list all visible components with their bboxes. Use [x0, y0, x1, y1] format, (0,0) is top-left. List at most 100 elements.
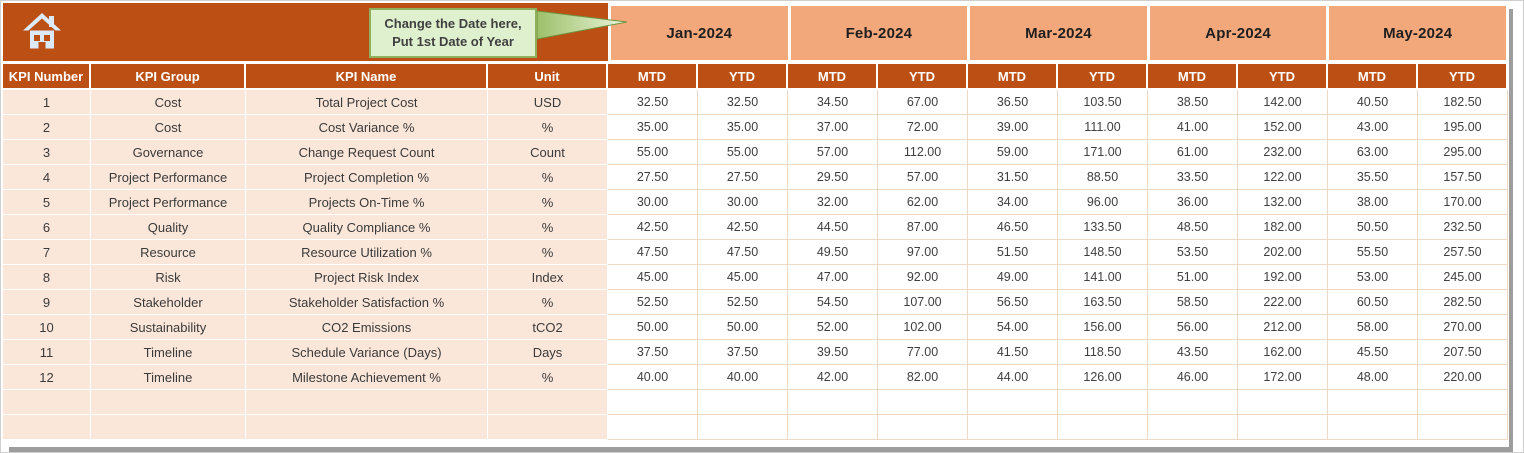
kpi-number-cell[interactable]: 9 [3, 290, 91, 315]
value-cell[interactable]: 40.00 [698, 365, 788, 390]
value-cell[interactable]: 48.50 [1148, 215, 1238, 240]
value-cell[interactable]: 42.50 [608, 215, 698, 240]
value-cell[interactable]: 57.00 [878, 165, 968, 190]
value-cell[interactable]: 27.50 [608, 165, 698, 190]
empty-cell[interactable] [1418, 390, 1508, 415]
kpi-name-cell[interactable]: Projects On-Time % [246, 190, 488, 215]
value-cell[interactable]: 58.00 [1328, 315, 1418, 340]
value-cell[interactable]: 207.50 [1418, 340, 1508, 365]
value-cell[interactable]: 30.00 [698, 190, 788, 215]
value-cell[interactable]: 43.50 [1148, 340, 1238, 365]
empty-cell[interactable] [1418, 415, 1508, 440]
value-cell[interactable]: 55.50 [1328, 240, 1418, 265]
kpi-number-cell[interactable]: 5 [3, 190, 91, 215]
value-cell[interactable]: 132.00 [1238, 190, 1328, 215]
kpi-name-cell[interactable]: CO2 Emissions [246, 315, 488, 340]
kpi-name-cell[interactable]: Change Request Count [246, 140, 488, 165]
kpi-group-cell[interactable]: Resource [91, 240, 246, 265]
value-cell[interactable]: 107.00 [878, 290, 968, 315]
value-cell[interactable]: 53.00 [1328, 265, 1418, 290]
value-cell[interactable]: 35.50 [1328, 165, 1418, 190]
empty-cell[interactable] [878, 390, 968, 415]
value-cell[interactable]: 36.00 [1148, 190, 1238, 215]
empty-cell[interactable] [1058, 390, 1148, 415]
value-cell[interactable]: 270.00 [1418, 315, 1508, 340]
kpi-group-cell[interactable]: Project Performance [91, 190, 246, 215]
value-cell[interactable]: 45.50 [1328, 340, 1418, 365]
value-cell[interactable]: 35.00 [698, 115, 788, 140]
value-cell[interactable]: 34.00 [968, 190, 1058, 215]
value-cell[interactable]: 55.00 [608, 140, 698, 165]
kpi-number-cell[interactable]: 3 [3, 140, 91, 165]
kpi-number-cell[interactable]: 1 [3, 90, 91, 115]
value-cell[interactable]: 54.50 [788, 290, 878, 315]
value-cell[interactable]: 47.50 [698, 240, 788, 265]
value-cell[interactable]: 37.00 [788, 115, 878, 140]
empty-cell[interactable] [878, 415, 968, 440]
month-header-cell[interactable]: Apr-2024 [1149, 6, 1327, 60]
empty-cell[interactable] [968, 415, 1058, 440]
value-cell[interactable]: 102.00 [878, 315, 968, 340]
month-header-cell[interactable]: Feb-2024 [790, 6, 968, 60]
kpi-name-cell[interactable]: Project Completion % [246, 165, 488, 190]
kpi-group-cell[interactable]: Stakeholder [91, 290, 246, 315]
unit-cell[interactable]: % [488, 115, 608, 140]
empty-cell[interactable] [788, 390, 878, 415]
value-cell[interactable]: 33.50 [1148, 165, 1238, 190]
value-cell[interactable]: 42.00 [788, 365, 878, 390]
value-cell[interactable]: 141.00 [1058, 265, 1148, 290]
value-cell[interactable]: 32.50 [698, 90, 788, 115]
value-cell[interactable]: 88.50 [1058, 165, 1148, 190]
value-cell[interactable]: 103.50 [1058, 90, 1148, 115]
empty-cell[interactable] [1058, 415, 1148, 440]
value-cell[interactable]: 39.50 [788, 340, 878, 365]
kpi-name-cell[interactable]: Cost Variance % [246, 115, 488, 140]
value-cell[interactable]: 61.00 [1148, 140, 1238, 165]
empty-cell[interactable] [246, 415, 488, 440]
empty-cell[interactable] [488, 415, 608, 440]
value-cell[interactable]: 257.50 [1418, 240, 1508, 265]
unit-cell[interactable]: tCO2 [488, 315, 608, 340]
kpi-number-cell[interactable]: 10 [3, 315, 91, 340]
value-cell[interactable]: 67.00 [878, 90, 968, 115]
value-cell[interactable]: 58.50 [1148, 290, 1238, 315]
empty-cell[interactable] [1328, 415, 1418, 440]
value-cell[interactable]: 62.00 [878, 190, 968, 215]
value-cell[interactable]: 37.50 [608, 340, 698, 365]
empty-cell[interactable] [1148, 390, 1238, 415]
value-cell[interactable]: 36.50 [968, 90, 1058, 115]
value-cell[interactable]: 49.50 [788, 240, 878, 265]
kpi-group-cell[interactable]: Governance [91, 140, 246, 165]
empty-cell[interactable] [3, 390, 91, 415]
value-cell[interactable]: 50.00 [608, 315, 698, 340]
value-cell[interactable]: 148.50 [1058, 240, 1148, 265]
value-cell[interactable]: 77.00 [878, 340, 968, 365]
unit-cell[interactable]: % [488, 290, 608, 315]
kpi-group-cell[interactable]: Cost [91, 115, 246, 140]
value-cell[interactable]: 92.00 [878, 265, 968, 290]
value-cell[interactable]: 295.00 [1418, 140, 1508, 165]
value-cell[interactable]: 38.50 [1148, 90, 1238, 115]
value-cell[interactable]: 51.00 [1148, 265, 1238, 290]
value-cell[interactable]: 222.00 [1238, 290, 1328, 315]
kpi-name-cell[interactable]: Total Project Cost [246, 90, 488, 115]
value-cell[interactable]: 46.00 [1148, 365, 1238, 390]
value-cell[interactable]: 72.00 [878, 115, 968, 140]
empty-cell[interactable] [3, 415, 91, 440]
value-cell[interactable]: 30.00 [608, 190, 698, 215]
value-cell[interactable]: 49.00 [968, 265, 1058, 290]
kpi-number-cell[interactable]: 12 [3, 365, 91, 390]
month-header-cell[interactable]: Jan-2024 [611, 6, 788, 60]
empty-cell[interactable] [1238, 415, 1328, 440]
value-cell[interactable]: 52.50 [608, 290, 698, 315]
kpi-number-cell[interactable]: 6 [3, 215, 91, 240]
unit-cell[interactable]: USD [488, 90, 608, 115]
value-cell[interactable]: 171.00 [1058, 140, 1148, 165]
value-cell[interactable]: 162.00 [1238, 340, 1328, 365]
value-cell[interactable]: 96.00 [1058, 190, 1148, 215]
value-cell[interactable]: 63.00 [1328, 140, 1418, 165]
kpi-number-cell[interactable]: 7 [3, 240, 91, 265]
value-cell[interactable]: 232.00 [1238, 140, 1328, 165]
value-cell[interactable]: 57.00 [788, 140, 878, 165]
value-cell[interactable]: 41.50 [968, 340, 1058, 365]
